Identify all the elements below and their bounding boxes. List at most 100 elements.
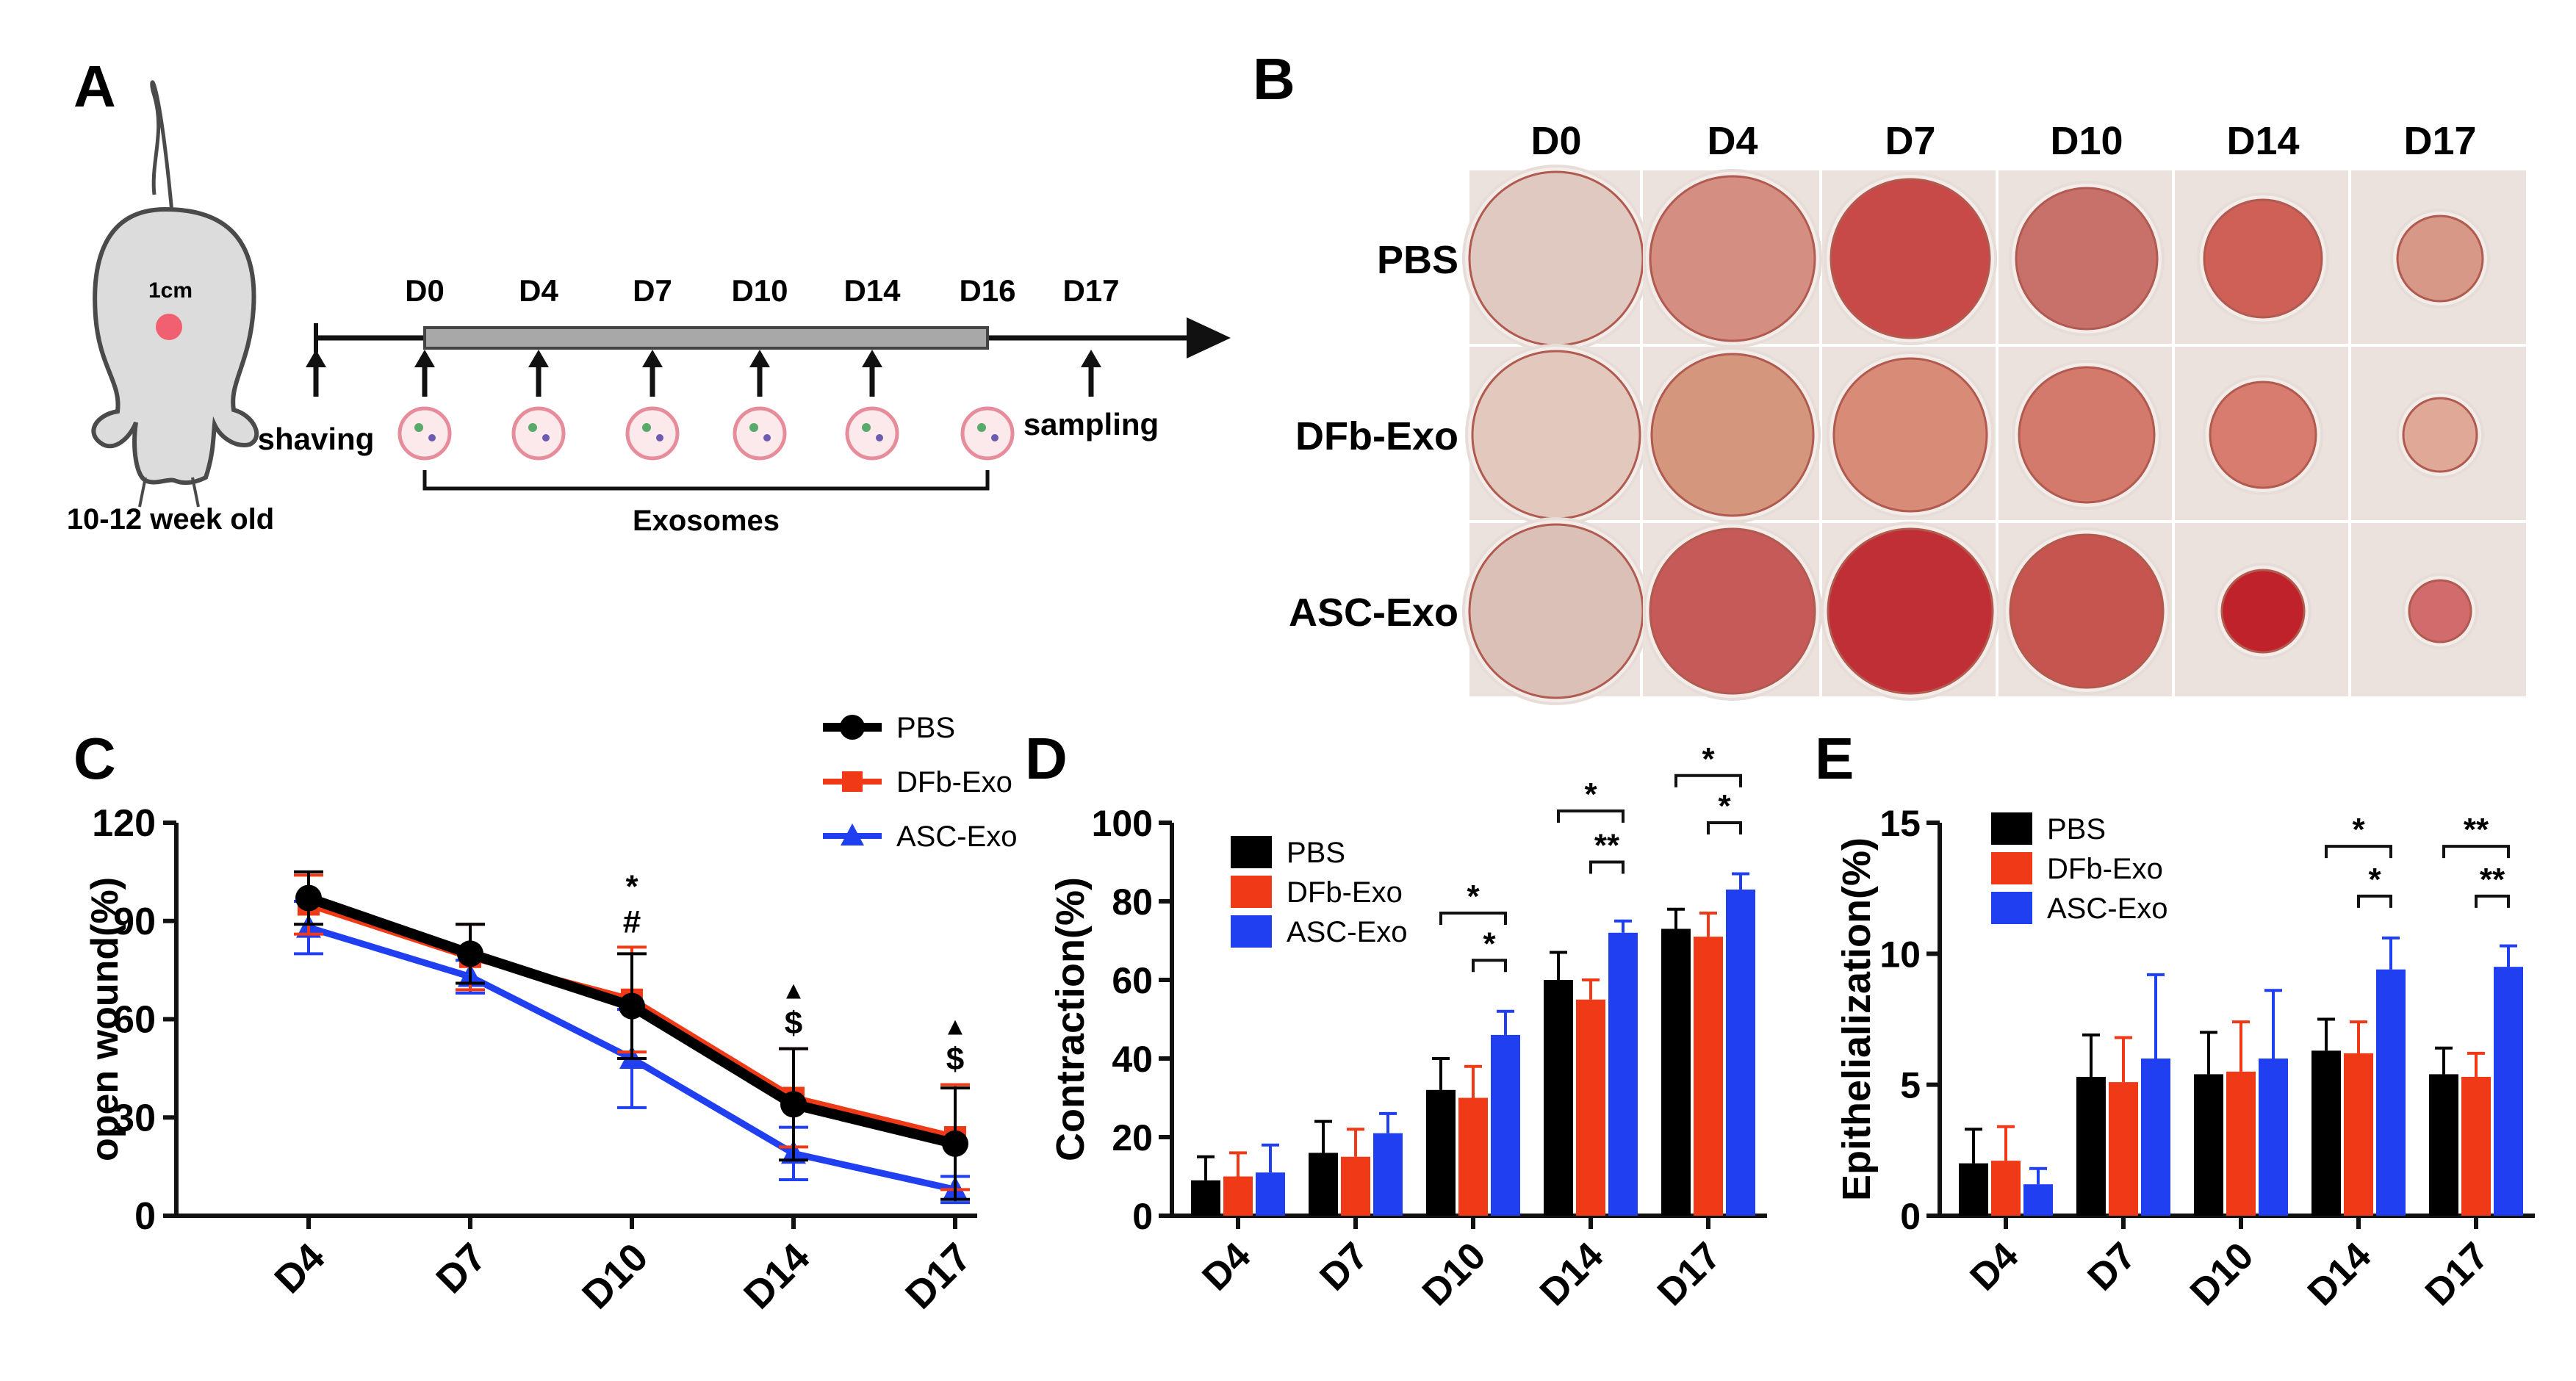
x-tick-label: D17: [897, 1235, 979, 1317]
shaving-arrow-head: [306, 350, 326, 367]
significance-bracket: [1557, 809, 1625, 823]
x-tick-label: D7: [2079, 1234, 2144, 1299]
legend-marker: [842, 771, 863, 792]
y-tick-label: 60: [113, 999, 156, 1042]
significance-marker: $: [946, 1042, 964, 1078]
significance-bracket: [2325, 845, 2392, 859]
bar-DFb-Exo: [1341, 1156, 1370, 1216]
significance-marker: $: [785, 1006, 802, 1042]
photo-column-label: D4: [1707, 119, 1757, 163]
y-tick-label: 100: [1092, 803, 1153, 844]
data-point: [619, 992, 645, 1020]
bar-DFb-Exo: [2344, 1053, 2373, 1216]
timeline-day-label: D7: [633, 273, 672, 308]
y-tick-label: 60: [1112, 960, 1153, 1001]
exosome-dishes: [397, 406, 1015, 461]
timeline-day-label: D0: [405, 273, 445, 308]
legend-swatch: [1231, 876, 1272, 908]
exosome-dish-icon: [733, 406, 787, 461]
y-tick-label: 0: [134, 1195, 156, 1238]
photo-column-label: D17: [2403, 119, 2476, 163]
legend-label: PBS: [2047, 813, 2106, 845]
bar-PBS: [1959, 1163, 1988, 1216]
significance-label: *: [2352, 812, 2365, 848]
exosome-dish-icon: [625, 406, 680, 461]
legend-label: DFb-Exo: [2047, 853, 2163, 885]
legend-label: DFb-Exo: [896, 766, 1012, 798]
wound-photo-grid: D0 D4 D7 D10 D14 D17 PBS DFb-Exo ASC-Exo: [1289, 119, 2526, 705]
legend-label: DFb-Exo: [1287, 876, 1403, 909]
y-tick-label: 80: [1112, 881, 1153, 923]
exosome-dish-icon: [960, 406, 1015, 461]
wound-bed: [2396, 214, 2484, 303]
timeline-arrow-head: [862, 350, 882, 367]
photo-column-label: D10: [2050, 119, 2123, 163]
legend-label: ASC-Exo: [1287, 916, 1408, 948]
significance-label: *: [1467, 879, 1480, 915]
timeline-day-label: D14: [843, 273, 901, 308]
exosome-particle: [414, 423, 423, 432]
wound-bed: [1649, 527, 1816, 695]
timeline-arrow-head: [528, 350, 549, 367]
significance-bracket: [1589, 860, 1625, 874]
exosome-dish-icon: [511, 406, 566, 461]
data-point: [780, 1091, 807, 1118]
significance-marker: #: [623, 904, 641, 940]
significance-bracket: [1707, 821, 1742, 834]
legend-swatch: [1231, 836, 1272, 868]
panel-d-label: D: [1025, 726, 1068, 791]
significance-label: **: [2480, 862, 2505, 898]
significance-bracket: [1472, 959, 1507, 973]
significance-marker: *: [625, 868, 638, 904]
wound-bed: [1468, 523, 1644, 699]
legend-swatch: [1991, 852, 2032, 884]
bar-PBS: [2194, 1074, 2223, 1216]
x-tick-label: D10: [2182, 1234, 2262, 1313]
exosome-particle: [862, 423, 871, 432]
exosomes-label: Exosomes: [633, 505, 780, 537]
bar-PBS: [1191, 1180, 1220, 1216]
legend-swatch: [1991, 812, 2032, 845]
bar-DFb-Exo: [1576, 999, 1605, 1216]
y-tick-label: 15: [1879, 803, 1921, 844]
y-tick-label: 30: [113, 1097, 156, 1139]
x-tick-label: D10: [1414, 1234, 1494, 1313]
bar-DFb-Exo: [2109, 1082, 2138, 1216]
wound-site-dot: [156, 314, 182, 340]
panel-a-label: A: [73, 54, 116, 119]
timeline-day-label: D10: [731, 273, 788, 308]
mouse-age-label: 10-12 week old: [67, 503, 274, 536]
x-tick-label: D7: [1312, 1234, 1376, 1299]
significance-label: *: [1584, 776, 1597, 812]
exosome-particle: [428, 434, 436, 441]
wound-bed: [2220, 569, 2306, 654]
significance-label: *: [1483, 926, 1496, 962]
y-axis-label: Contraction(%): [1048, 877, 1093, 1161]
bar-DFb-Exo: [1694, 937, 1723, 1216]
bar-ASC-Exo: [1608, 932, 1638, 1216]
y-axis-label: Epithelialization(%): [1835, 837, 1879, 1201]
photo-column-label: D14: [2226, 119, 2299, 163]
shaving-label: shaving: [258, 422, 375, 456]
significance-marker: ▲: [781, 977, 806, 1005]
bar-ASC-Exo: [1726, 889, 1755, 1216]
legend-marker: [841, 823, 864, 845]
data-point: [942, 1130, 968, 1157]
photo-row-label: DFb-Exo: [1295, 414, 1458, 458]
wound-bed: [1650, 353, 1815, 517]
significance-bracket: [1674, 774, 1742, 787]
significance-label: *: [1702, 741, 1715, 777]
legend-label: ASC-Exo: [2047, 893, 2168, 925]
wound-bed: [1649, 175, 1816, 342]
wound-bed: [2203, 198, 2323, 319]
timeline-arrows: [306, 350, 1101, 397]
y-tick-label: 10: [1879, 934, 1921, 975]
y-tick-label: 90: [113, 901, 156, 943]
photo-column-label: D0: [1530, 119, 1581, 163]
bar-ASC-Exo: [2494, 967, 2523, 1216]
panel-c-label: C: [73, 726, 116, 791]
bar-ASC-Exo: [1256, 1172, 1285, 1216]
wound-bed: [2015, 187, 2159, 331]
y-tick-label: 40: [1112, 1039, 1153, 1080]
